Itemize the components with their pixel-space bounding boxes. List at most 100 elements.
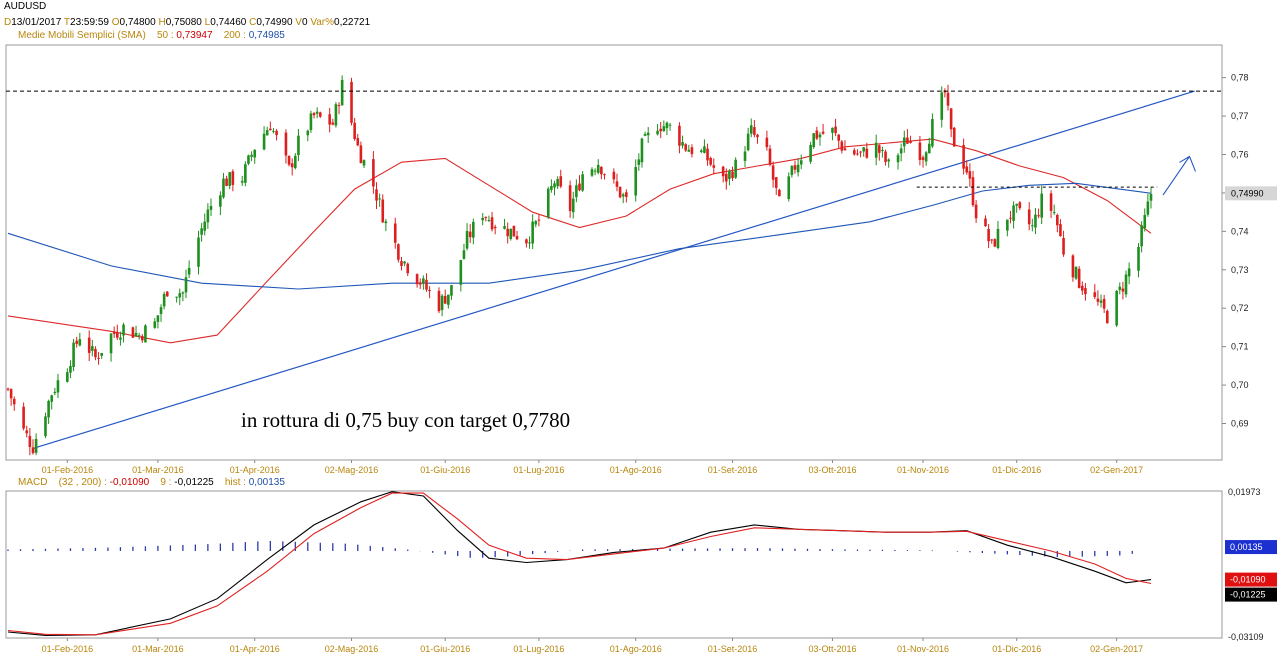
- candle-body: [450, 285, 453, 296]
- sma200-period: 200 :: [223, 30, 246, 41]
- macd-value-box-label: -0,01090: [1230, 575, 1266, 585]
- candle-body: [659, 128, 662, 132]
- symbol-title: AUDUSD: [4, 1, 46, 12]
- candle-body: [331, 122, 335, 125]
- candle-body: [756, 134, 759, 138]
- candle-body: [515, 236, 519, 240]
- candle-body: [512, 225, 516, 237]
- candles-layer: [6, 75, 1153, 456]
- candle-body: [1027, 209, 1031, 225]
- candle-body: [337, 105, 341, 107]
- macd-value: -0,01090: [109, 477, 150, 488]
- candle-body: [559, 176, 563, 187]
- hist-label: hist :: [224, 477, 246, 488]
- candle-body: [481, 217, 484, 221]
- candle-body: [575, 185, 578, 198]
- candle-body: [418, 282, 422, 285]
- candle-body: [843, 148, 847, 151]
- candle-body: [887, 159, 890, 162]
- candle-body: [156, 315, 160, 322]
- candle-body: [796, 164, 800, 173]
- candle-body: [1124, 274, 1128, 295]
- candle-body: [209, 205, 213, 210]
- panel-frames: [5, 44, 1223, 639]
- candle-body: [312, 113, 316, 116]
- candle-body: [593, 170, 597, 172]
- candle-body: [1121, 288, 1125, 292]
- candle-body: [31, 447, 35, 454]
- candle-body: [818, 134, 822, 138]
- candle-body: [678, 125, 681, 146]
- candle-body: [340, 79, 344, 106]
- candle-body: [646, 132, 650, 136]
- candle-body: [1093, 292, 1097, 297]
- candle-body: [1146, 201, 1150, 215]
- low-prefix: L: [204, 17, 211, 28]
- candle-body: [1052, 212, 1056, 214]
- macd-x-tick-label: 02-Mag-2016: [325, 644, 379, 654]
- candle-body: [12, 398, 16, 405]
- candle-body: [878, 145, 881, 153]
- candle-body: [381, 199, 385, 223]
- candle-body: [472, 221, 475, 238]
- candle-body: [228, 172, 232, 186]
- macd-layer: 0,00135 -0,01090 -0,01225: [7, 491, 1277, 636]
- candle-body: [1140, 225, 1143, 247]
- time-prefix: T: [63, 17, 71, 28]
- candle-body: [1031, 225, 1034, 227]
- macd-value-box: [1225, 572, 1277, 587]
- candle-body: [809, 145, 812, 162]
- candle-body: [837, 134, 841, 141]
- price-x-tick-label: 03-Ott-2016: [808, 465, 856, 475]
- candle-body: [600, 166, 603, 175]
- candle-body: [443, 295, 447, 304]
- candle-body: [1009, 217, 1012, 219]
- candle-body: [468, 231, 472, 238]
- candle-body: [22, 406, 25, 429]
- sma-label: Medie Mobili Semplici (SMA): [18, 30, 146, 41]
- candle-body: [656, 130, 659, 135]
- candle-body: [1077, 268, 1081, 288]
- candle-body: [681, 142, 684, 146]
- candle-body: [428, 290, 431, 292]
- candle-body: [853, 150, 856, 155]
- candle-body: [1015, 203, 1019, 206]
- candle-body: [122, 324, 125, 336]
- candle-body: [931, 119, 934, 147]
- candle-body: [384, 221, 388, 224]
- time-value: 23:59:59: [70, 17, 109, 28]
- price-y-tick-label: 0,73: [1231, 265, 1249, 275]
- candle-body: [603, 174, 606, 176]
- candle-body: [1074, 267, 1078, 279]
- candle-body: [734, 159, 737, 178]
- candle-body: [69, 365, 72, 373]
- candle-body: [25, 430, 29, 434]
- candle-body: [596, 164, 600, 173]
- candle-body: [990, 239, 994, 241]
- candle-body: [721, 166, 725, 177]
- candle-body: [306, 130, 310, 136]
- candle-body: [359, 145, 363, 164]
- candle-body: [378, 198, 381, 200]
- candle-body: [965, 166, 969, 173]
- candle-body: [222, 178, 225, 198]
- candle-body: [1127, 268, 1131, 277]
- price-x-tick-label: 01-Giu-2016: [420, 465, 470, 475]
- candle-body: [447, 294, 450, 305]
- price-x-tick-label: 02-Mag-2016: [325, 465, 379, 475]
- candle-body: [78, 339, 82, 346]
- candle-body: [768, 148, 772, 165]
- rising-trendline: [32, 90, 1195, 450]
- candle-body: [459, 260, 463, 285]
- candle-body: [275, 130, 278, 136]
- date-prefix: D: [4, 17, 12, 28]
- macd-y-max-label: 0,01973: [1228, 487, 1261, 497]
- candle-body: [34, 438, 38, 453]
- candle-body: [406, 263, 410, 274]
- candle-body: [840, 141, 844, 151]
- candle-body: [640, 138, 644, 163]
- candle-body: [1096, 298, 1100, 302]
- candle-body: [484, 217, 488, 219]
- price-x-tick-label: 01-Ago-2016: [610, 465, 662, 475]
